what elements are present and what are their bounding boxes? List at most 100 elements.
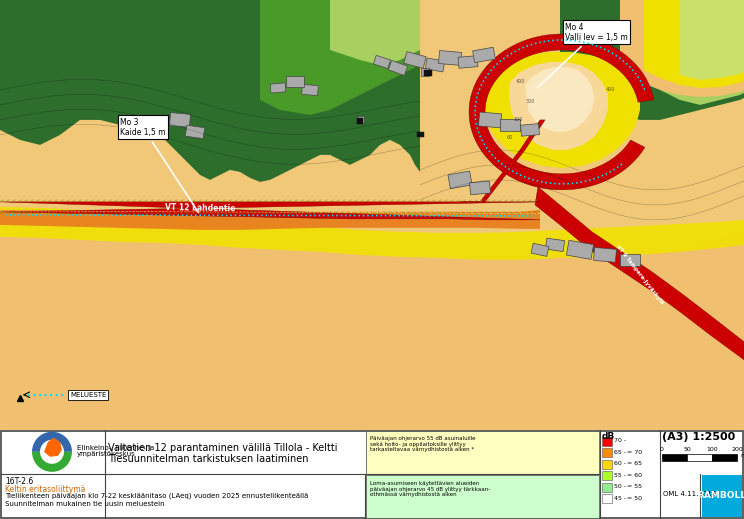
Text: m: m [740, 453, 744, 458]
Wedge shape [32, 432, 72, 452]
Text: VT 9 Tampere-Jyväskylä: VT 9 Tampere-Jyväskylä [615, 244, 664, 306]
Bar [270, 83, 286, 93]
Text: ympäristökeskus: ympäristökeskus [77, 451, 135, 457]
Text: 65 -: 65 - [614, 450, 626, 455]
Polygon shape [469, 34, 654, 190]
Polygon shape [0, 230, 744, 430]
Text: 50: 50 [683, 447, 691, 452]
Bar [472, 47, 496, 63]
Text: Mo 3
Kaide 1,5 m: Mo 3 Kaide 1,5 m [120, 117, 199, 213]
Text: = 60: = 60 [627, 473, 642, 478]
Polygon shape [460, 120, 545, 202]
Polygon shape [0, 210, 540, 230]
Bar [702, 475, 742, 517]
Polygon shape [700, 0, 744, 80]
Text: VT 12 Lahdentie: VT 12 Lahdentie [164, 203, 235, 213]
Text: = 70: = 70 [627, 450, 642, 455]
Polygon shape [0, 0, 420, 182]
Polygon shape [44, 438, 62, 457]
Polygon shape [260, 0, 420, 115]
Text: Elinkeino-, liikenne- ja: Elinkeino-, liikenne- ja [77, 445, 154, 451]
Text: 60: 60 [507, 135, 513, 141]
Bar [469, 181, 490, 195]
Bar [500, 119, 520, 131]
Text: (A3) 1:2500: (A3) 1:2500 [662, 432, 735, 442]
Bar [566, 240, 594, 260]
Bar [421, 68, 429, 76]
Bar [662, 454, 687, 461]
Text: 300: 300 [525, 100, 535, 104]
Bar [531, 243, 549, 256]
Polygon shape [660, 0, 744, 105]
Bar [594, 248, 617, 262]
Text: 100: 100 [706, 447, 718, 452]
Bar [602, 495, 612, 503]
Bar [602, 437, 612, 446]
Text: OML 4.11.2014: OML 4.11.2014 [663, 491, 716, 497]
Polygon shape [620, 0, 744, 97]
Bar [687, 454, 712, 461]
Text: 55 -: 55 - [614, 473, 626, 478]
Polygon shape [0, 0, 744, 430]
Bar [388, 60, 408, 76]
Bar [438, 50, 461, 65]
Text: Tiesuunnitelman tarkistuksen laatiminen: Tiesuunnitelman tarkistuksen laatiminen [108, 454, 309, 464]
Bar [602, 483, 612, 492]
Text: Loma-asumiseen käytettävien alueiden
päiväajan ohjerarvo 45 dB ylittyy tärkkaan-: Loma-asumiseen käytettävien alueiden päi… [370, 481, 490, 498]
Bar [478, 112, 501, 128]
Text: 100: 100 [513, 117, 523, 122]
Polygon shape [560, 0, 744, 120]
Bar [357, 118, 363, 124]
Bar [545, 238, 565, 252]
Bar [366, 431, 599, 474]
Bar [424, 70, 432, 76]
Text: Tieliikenteen päiväajan klo 7-22 keskiäänitaso (LAeq) vuoden 2025 ennusteliikent: Tieliikenteen päiväajan klo 7-22 keskiää… [5, 493, 308, 499]
Bar [602, 460, 612, 469]
Text: 0: 0 [660, 447, 664, 452]
Bar [301, 84, 318, 95]
Text: 70 -: 70 - [614, 438, 626, 443]
Polygon shape [0, 207, 744, 260]
Text: 200: 200 [731, 447, 743, 452]
Text: dB: dB [602, 432, 615, 441]
Text: 50 -: 50 - [614, 484, 626, 489]
Text: = 65: = 65 [627, 461, 642, 467]
Bar [366, 475, 599, 518]
Bar [356, 116, 364, 124]
Text: = 55: = 55 [627, 484, 642, 489]
Bar [521, 124, 539, 136]
Bar [712, 454, 737, 461]
Text: Mo 4
Valli lev = 1,5 m: Mo 4 Valli lev = 1,5 m [537, 22, 628, 88]
Text: 400: 400 [516, 79, 525, 85]
Text: Valtatien 12 parantaminen välillä Tillola - Keltti: Valtatien 12 parantaminen välillä Tillol… [108, 443, 338, 453]
Text: Suunnitelman mukainen tie uusin meluestein: Suunnitelman mukainen tie uusin melueste… [5, 501, 164, 507]
Text: MELUESTE: MELUESTE [70, 392, 106, 398]
Text: 16T-2.6: 16T-2.6 [5, 477, 33, 486]
Text: 400: 400 [606, 87, 615, 92]
Text: = 50: = 50 [627, 496, 642, 501]
Polygon shape [525, 67, 594, 132]
Bar [458, 56, 478, 69]
Bar [170, 113, 190, 127]
Bar [448, 171, 472, 189]
Text: RAMBOLL: RAMBOLL [698, 491, 744, 500]
Polygon shape [0, 202, 540, 220]
Polygon shape [509, 62, 608, 150]
Bar [373, 56, 391, 69]
Bar [602, 448, 612, 457]
Bar [425, 58, 445, 72]
Polygon shape [480, 52, 640, 168]
Polygon shape [535, 187, 744, 360]
Bar [286, 76, 304, 87]
Text: 60 -: 60 - [614, 461, 626, 467]
Polygon shape [644, 0, 744, 88]
Text: Päiväajan ohjerarvo 55 dB asuinaluille
sekä hoito- ja oppilaitoksille ylittyy
ta: Päiväajan ohjerarvo 55 dB asuinaluille s… [370, 436, 475, 453]
Circle shape [40, 440, 64, 464]
Bar [417, 132, 423, 138]
Text: Keltin eritasoliittymä: Keltin eritasoliittymä [5, 485, 86, 494]
Wedge shape [32, 452, 72, 472]
Bar [404, 51, 426, 69]
Bar [185, 125, 205, 139]
Polygon shape [330, 0, 420, 65]
Polygon shape [680, 0, 744, 80]
